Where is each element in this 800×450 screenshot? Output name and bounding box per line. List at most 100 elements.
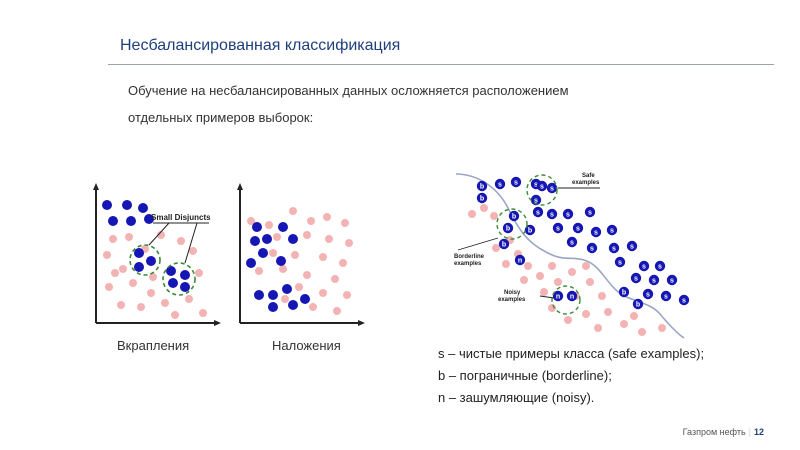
borderline-examples-label-2: examples xyxy=(454,261,482,267)
noisy-examples-label-2: examples xyxy=(498,297,526,303)
page-number: 12 xyxy=(753,427,764,437)
minority-point xyxy=(126,216,136,226)
minority-point xyxy=(134,248,144,258)
noisy-point: n xyxy=(566,290,578,302)
majority-point xyxy=(490,212,498,220)
svg-text:s: s xyxy=(634,276,638,283)
safe-points: s s s s s s s s s s s s s s s s s s s s … xyxy=(494,176,690,306)
majority-point xyxy=(119,265,127,273)
safe-point: s xyxy=(642,288,654,300)
majority-point xyxy=(598,292,606,300)
svg-text:s: s xyxy=(618,260,622,267)
safe-examples-label-2: examples xyxy=(572,180,600,186)
legend-borderline: b – пограничные (borderline); xyxy=(438,368,612,383)
majority-point xyxy=(117,301,125,309)
safe-examples-label-1: Safe xyxy=(582,173,595,179)
majority-point xyxy=(137,303,145,311)
majority-point xyxy=(103,251,111,259)
svg-text:s: s xyxy=(570,240,574,247)
borderline-label-line xyxy=(457,237,499,251)
minority-point xyxy=(246,258,256,268)
small-disjuncts-plot: Small Disjuncts xyxy=(93,183,221,326)
noisy-label-line xyxy=(539,295,555,299)
majority-point xyxy=(568,268,576,276)
minority-points xyxy=(246,222,310,312)
svg-text:s: s xyxy=(682,298,686,305)
safe-point: s xyxy=(546,208,558,220)
svg-text:s: s xyxy=(550,186,554,193)
majority-point xyxy=(289,207,297,215)
majority-point xyxy=(480,204,488,212)
majority-point xyxy=(319,289,327,297)
majority-point xyxy=(520,276,528,284)
majority-point xyxy=(291,251,299,259)
minority-point xyxy=(288,300,298,310)
svg-text:s: s xyxy=(514,180,518,187)
svg-text:s: s xyxy=(652,278,656,285)
majority-point xyxy=(323,213,331,221)
figure-overlapping xyxy=(237,183,365,327)
minority-point xyxy=(138,203,148,213)
safe-point: s xyxy=(648,274,660,286)
majority-point xyxy=(195,269,203,277)
borderline-point: b xyxy=(476,192,488,204)
minority-point xyxy=(278,222,288,232)
majority-point xyxy=(540,288,548,296)
y-axis-arrow xyxy=(93,183,99,190)
minority-point xyxy=(252,222,262,232)
svg-text:s: s xyxy=(550,212,554,219)
borderline-point: b xyxy=(502,222,514,234)
slide-footer: Газпром нефть | 12 xyxy=(683,427,764,437)
svg-text:s: s xyxy=(610,228,614,235)
svg-text:b: b xyxy=(636,302,640,309)
example-types-legend: s – чистые примеры класса (safe examples… xyxy=(438,343,704,409)
majority-point xyxy=(161,299,169,307)
safe-point: s xyxy=(536,180,548,192)
overlapping-plot xyxy=(237,183,365,326)
borderline-point: b xyxy=(508,210,520,222)
minority-point xyxy=(254,290,264,300)
svg-text:s: s xyxy=(556,226,560,233)
svg-text:b: b xyxy=(480,184,484,191)
minority-point xyxy=(258,248,268,258)
majority-point xyxy=(269,249,277,257)
majority-point xyxy=(468,210,476,218)
svg-text:s: s xyxy=(540,184,544,191)
annotation-pointer xyxy=(148,222,170,246)
figure-small-disjuncts: Small Disjuncts xyxy=(93,183,221,327)
majority-point xyxy=(586,278,594,286)
borderline-ring xyxy=(496,208,528,240)
majority-point xyxy=(281,295,289,303)
svg-text:s: s xyxy=(630,244,634,251)
svg-text:s: s xyxy=(534,182,538,189)
majority-point xyxy=(247,217,255,225)
borderline-points: b b b b b b b b xyxy=(476,180,644,310)
safe-point: s xyxy=(654,260,666,272)
title-divider xyxy=(108,64,774,65)
safe-point: s xyxy=(566,236,578,248)
class-boundary xyxy=(455,173,685,339)
majority-point xyxy=(109,235,117,243)
minority-point xyxy=(268,302,278,312)
majority-point xyxy=(149,273,157,281)
safe-point: s xyxy=(546,182,558,194)
legend-noisy: n – зашумляющие (noisy). xyxy=(438,390,595,405)
noisy-ring xyxy=(551,285,581,315)
svg-text:s: s xyxy=(594,230,598,237)
safe-point: s xyxy=(614,256,626,268)
footer-company: Газпром нефть xyxy=(682,427,746,437)
majority-point xyxy=(189,247,197,255)
minority-point xyxy=(144,214,154,224)
majority-point xyxy=(105,283,113,291)
safe-point: s xyxy=(494,178,506,190)
majority-point xyxy=(177,237,185,245)
svg-text:s: s xyxy=(670,278,674,285)
minority-point xyxy=(268,290,278,300)
minority-point xyxy=(250,236,260,246)
minority-point xyxy=(134,262,144,272)
majority-point xyxy=(620,320,628,328)
majority-point xyxy=(582,310,590,318)
disjunct-ring xyxy=(129,244,161,276)
footer-separator: | xyxy=(748,427,751,437)
borderline-point: b xyxy=(632,298,644,310)
